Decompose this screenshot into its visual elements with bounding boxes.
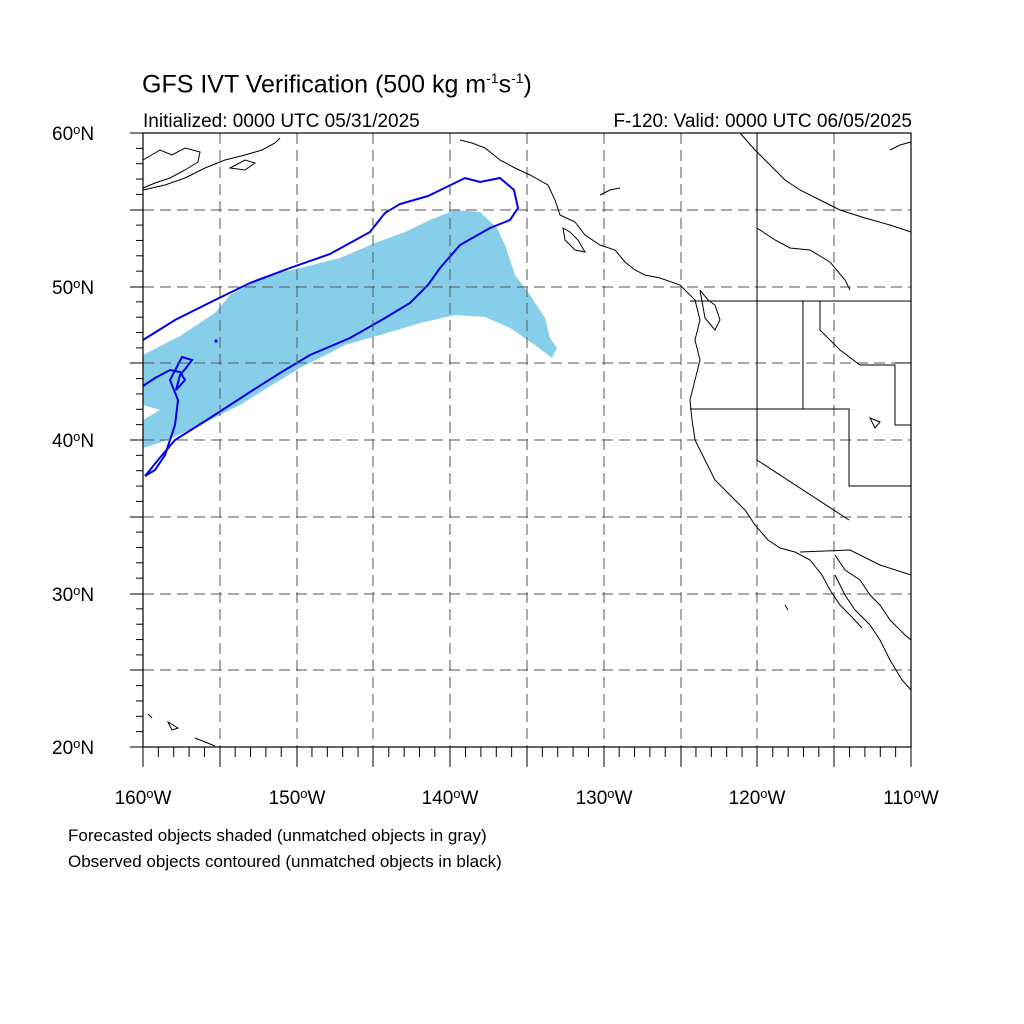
observed-contour xyxy=(142,176,520,477)
lon-label-160w: 160oW xyxy=(114,786,172,809)
valid-label: F-120: Valid: 0000 UTC 06/05/2025 xyxy=(613,111,912,132)
observed-contour-dot xyxy=(214,339,218,343)
lon-label-130w: 130oW xyxy=(575,786,633,809)
axis-ticks xyxy=(130,132,912,767)
minor-ticks xyxy=(136,147,897,757)
lat-label-40n: 40oN xyxy=(52,429,95,452)
note-forecast: Forecasted objects shaded (unmatched obj… xyxy=(68,826,487,845)
lat-label-20n: 20oN xyxy=(52,736,95,759)
note-observed: Observed objects contoured (unmatched ob… xyxy=(68,852,502,871)
lon-label-150w: 150oW xyxy=(268,786,326,809)
lon-label-110w: 110oW xyxy=(883,786,939,809)
lon-label-140w: 140oW xyxy=(421,786,479,809)
graticule xyxy=(143,133,911,747)
lon-label-120w: 120oW xyxy=(728,786,786,809)
initialized-label: Initialized: 0000 UTC 05/31/2025 xyxy=(143,111,420,132)
coastlines xyxy=(142,132,912,747)
lat-label-30n: 30oN xyxy=(52,583,95,606)
lat-label-50n: 50oN xyxy=(52,276,95,299)
map-title: GFS IVT Verification (500 kg m-1s-1) xyxy=(142,70,532,99)
lat-label-60n: 60oN xyxy=(52,122,95,145)
forecast-object xyxy=(143,210,557,448)
